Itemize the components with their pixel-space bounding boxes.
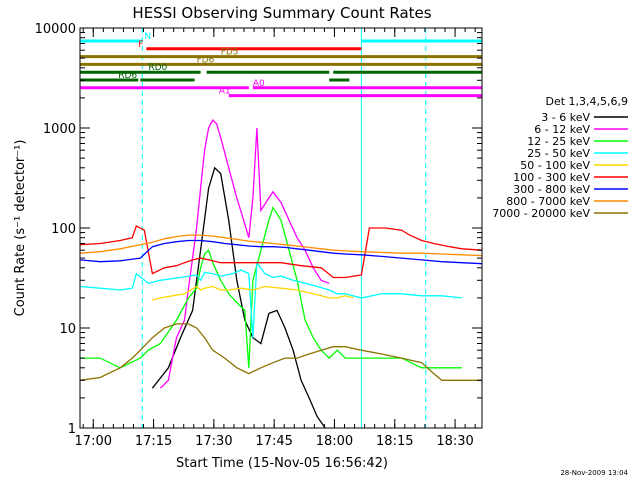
legend-label-1: 6 - 12 keV	[534, 123, 590, 136]
x-tick-label-3: 17:45	[255, 434, 292, 449]
legend-label-7: 800 - 7000 keV	[506, 195, 590, 208]
timestamp: 28-Nov-2009 13:04	[560, 469, 628, 477]
state-bar-label-fd6: FD6	[197, 55, 215, 65]
state-bar-label-rd6: RD6	[118, 71, 137, 81]
y-axis-label: Count Rate (s⁻¹ detector⁻¹)	[13, 140, 28, 317]
series-line-7	[79, 234, 483, 257]
series-line-6	[79, 239, 483, 265]
y-tick-label-3: 1000	[43, 122, 76, 137]
y-tick-label-0: 1	[68, 422, 76, 437]
legend-label-3: 25 - 50 keV	[527, 147, 590, 160]
legend-label-6: 300 - 800 keV	[513, 183, 590, 196]
y-tick-label-4: 10000	[35, 22, 76, 37]
state-bar-label-rd0: RD0	[148, 63, 167, 73]
series-line-4	[152, 285, 354, 301]
series-line-2	[80, 206, 462, 369]
y-tick-label-2: 100	[51, 222, 76, 237]
series-line-5	[79, 224, 483, 279]
state-bar-label-f: F	[138, 40, 143, 50]
series-line-8	[79, 323, 482, 381]
series-line-1	[159, 119, 330, 389]
x-tick-label-5: 18:15	[376, 434, 413, 449]
state-bar-label-n: N	[144, 32, 151, 42]
legend-label-2: 12 - 25 keV	[527, 135, 590, 148]
x-tick-label-4: 18:00	[316, 434, 353, 449]
x-axis-label: Start Time (15-Nov-05 16:56:42)	[176, 456, 388, 471]
series-line-3	[79, 260, 462, 338]
x-tick-label-1: 17:15	[135, 434, 172, 449]
legend-label-0: 3 - 6 keV	[541, 111, 590, 124]
state-bar-label-fd5: FD5	[221, 48, 239, 58]
legend-title: Det 1,3,4,5,6,9	[545, 95, 628, 108]
x-tick-label-0: 17:00	[75, 434, 112, 449]
state-bar-label-a1: A1	[219, 87, 231, 97]
y-tick-label-1: 10	[59, 322, 76, 337]
legend-label-8: 7000 - 20000 keV	[492, 207, 590, 220]
chart-title: HESSI Observing Summary Count Rates	[132, 4, 431, 22]
legend-label-5: 100 - 300 keV	[513, 171, 590, 184]
state-bar-label-a0: A0	[253, 79, 265, 89]
x-tick-label-6: 18:30	[436, 434, 473, 449]
x-tick-label-2: 17:30	[195, 434, 232, 449]
plot-area: NF FD5 FD6 RD0 RD6 A0 A1 1 10 100 1000 10000 17:00 17…	[35, 22, 628, 449]
legend-label-4: 50 - 100 keV	[520, 159, 590, 172]
